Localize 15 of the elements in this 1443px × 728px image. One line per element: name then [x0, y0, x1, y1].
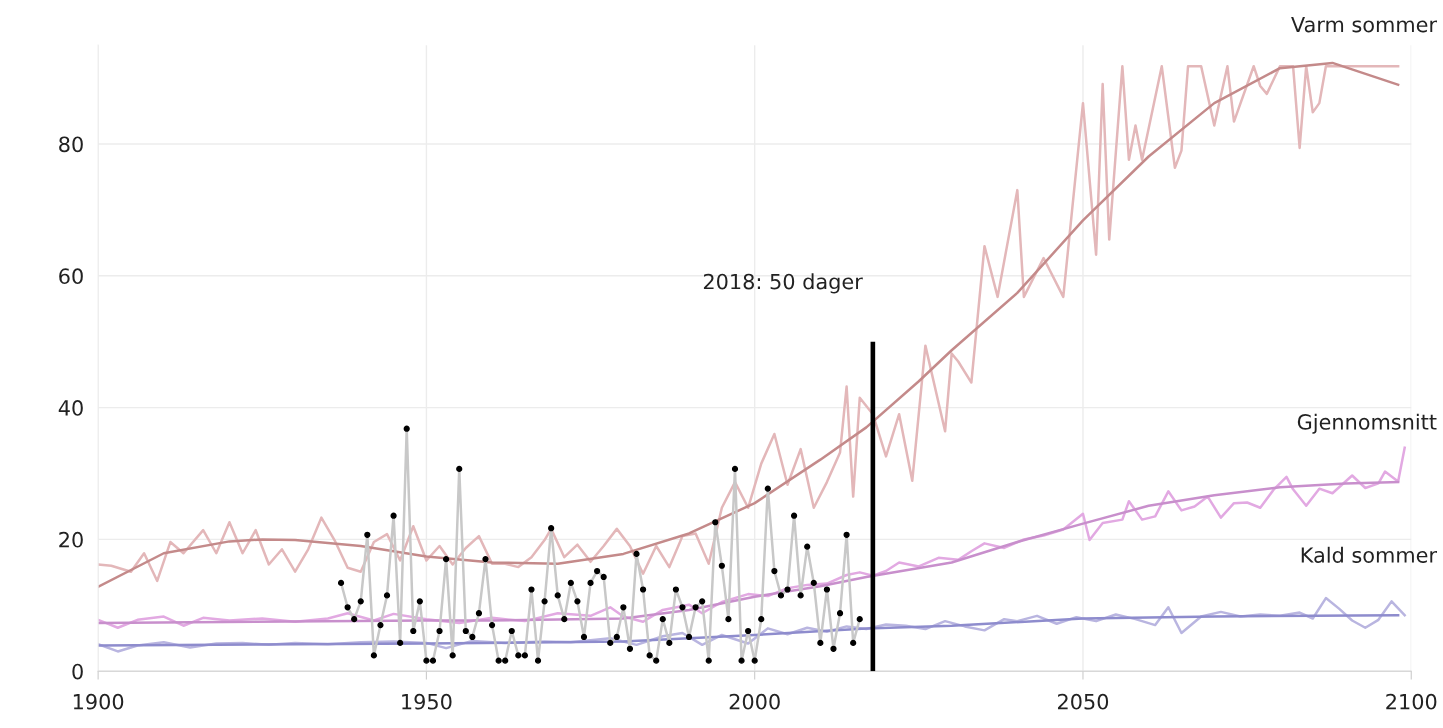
y-tick-label: 40	[58, 400, 83, 416]
x-tick-label: 1900	[73, 693, 124, 710]
y-tick-label: 0	[72, 663, 83, 680]
x-tick-label: 2100	[1386, 693, 1437, 710]
x-tick-label: 2000	[729, 693, 780, 710]
y-tick-label: 80	[59, 136, 83, 153]
y-tick-label: 60	[59, 268, 83, 285]
series-label: Varm sommer	[1291, 16, 1438, 33]
text: Gjennomsnitt	[1297, 413, 1437, 434]
text: Kald sommer	[1301, 546, 1438, 563]
line-series	[98, 613, 1400, 647]
y-tick-label: 20	[59, 531, 83, 548]
x-tick-label: 1950	[402, 693, 452, 710]
x-tick-label: 2050	[1057, 693, 1109, 710]
annotation: 2018: 50 dager	[703, 273, 863, 294]
